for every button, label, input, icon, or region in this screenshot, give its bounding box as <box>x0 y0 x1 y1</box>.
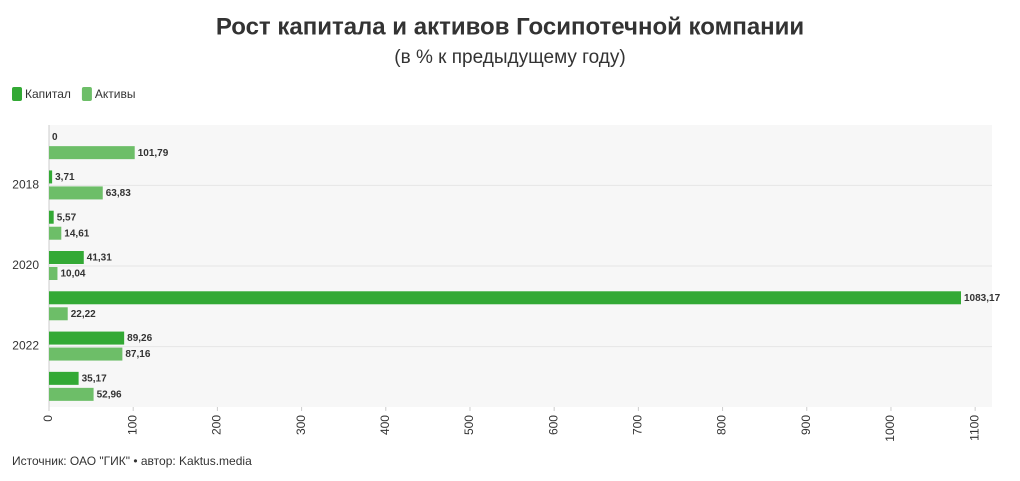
bar <box>49 291 961 305</box>
value-label: 52,96 <box>97 389 122 400</box>
bar <box>49 186 103 200</box>
y-tick-label: 2022 <box>12 339 39 353</box>
x-tick-label: 1100 <box>967 415 981 441</box>
bar <box>49 331 125 345</box>
chart-subtitle: (в % к предыдущему году) <box>394 47 625 68</box>
value-label: 14,61 <box>64 228 89 239</box>
x-tick-label: 1000 <box>883 415 897 442</box>
bar <box>49 347 123 361</box>
source: Источник: ОАО "ГИК" • автор: Kaktus.medi… <box>12 454 252 468</box>
x-tick-label: 700 <box>631 415 645 435</box>
legend-swatch <box>81 87 92 101</box>
x-tick-label: 200 <box>210 415 224 435</box>
x-tick-label: 800 <box>715 415 729 435</box>
value-label: 101,79 <box>138 148 169 159</box>
bar <box>49 251 84 264</box>
value-label: 41,31 <box>87 253 112 264</box>
value-label: 63,83 <box>106 188 131 199</box>
y-tick-label: 2018 <box>12 178 39 192</box>
x-tick-label: 600 <box>546 415 560 435</box>
value-label: 22,22 <box>71 309 96 320</box>
value-label: 3,71 <box>55 172 75 183</box>
bar <box>49 267 58 280</box>
value-label: 35,17 <box>82 373 107 384</box>
value-label: 1083,17 <box>964 293 1001 304</box>
legend-label: Капитал <box>25 87 71 101</box>
x-tick-label: 100 <box>125 415 139 435</box>
bar <box>49 210 54 224</box>
y-tick-label: 2020 <box>12 258 39 272</box>
bar <box>49 170 53 184</box>
x-tick-label: 900 <box>799 415 813 435</box>
x-tick-label: 0 <box>41 415 55 422</box>
value-label: 0 <box>52 132 58 143</box>
bar <box>49 387 94 401</box>
legend-swatch <box>12 87 22 101</box>
value-label: 89,26 <box>127 333 152 344</box>
x-tick-label: 400 <box>378 415 392 435</box>
bar <box>49 307 68 321</box>
bar <box>49 371 79 385</box>
value-label: 87,16 <box>125 349 150 360</box>
chart-title: Рост капитала и активов Госипотечной ком… <box>216 13 804 40</box>
value-label: 5,57 <box>57 212 77 223</box>
legend-label: Активы <box>95 87 136 101</box>
bar <box>49 226 62 240</box>
value-label: 10,04 <box>60 269 85 280</box>
x-tick-label: 300 <box>294 415 308 435</box>
x-tick-label: 500 <box>462 415 476 435</box>
bar <box>49 146 135 160</box>
